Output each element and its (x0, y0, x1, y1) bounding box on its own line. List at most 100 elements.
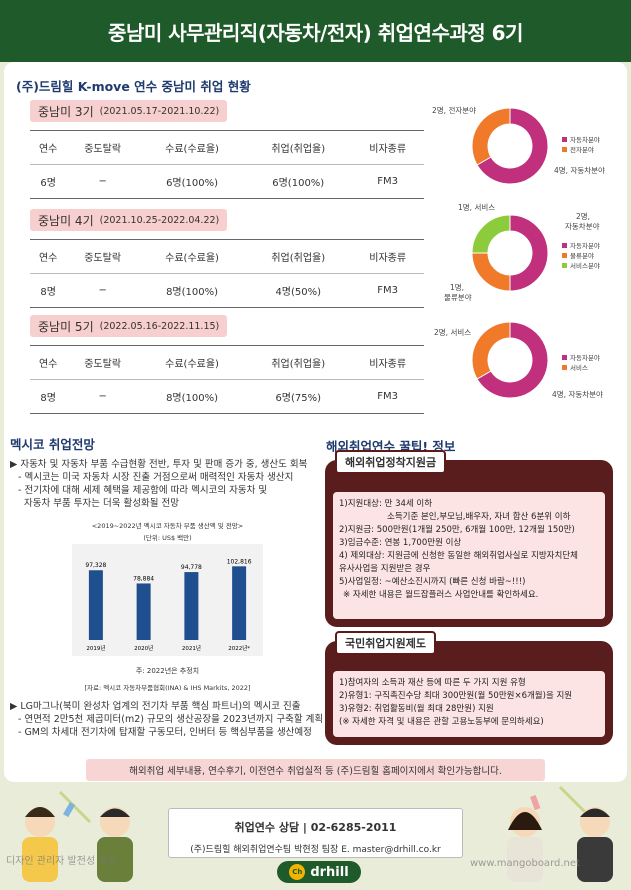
table-cell: 6명(100%) (138, 164, 246, 199)
table-cell: − (66, 164, 139, 199)
bullet-sub: - 멕시코는 미국 자동차 시장 진출 거점으로써 매력적인 자동차 생산지 (18, 472, 294, 483)
donut-label: 2명, 서비스 (434, 328, 472, 337)
tip-body: 1)지원대상: 만 34세 이하 소득기준 본인,부모님,배우자, 자녀 합산 … (333, 492, 605, 619)
table-cell: FM3 (351, 273, 424, 308)
table-cell: 8명(100%) (138, 273, 246, 308)
table-header: 연수 (30, 130, 67, 165)
legend-item: 전자분야 (562, 144, 600, 154)
bar-chart: 97,328 2019년 78,884 2020년 94,778 2021년 102,816… (72, 544, 263, 656)
legend-item: 자동차분야 (562, 352, 600, 362)
chart-bar (136, 583, 151, 640)
generation-range: (2022.05.16-2022.11.15) (99, 320, 220, 332)
legend-item: 서비스 (562, 362, 600, 372)
table-header-row: 연수 중도탈락 수료(수료율) 취업(취업율) 비자종류 (30, 239, 424, 274)
table-header: 연수 (30, 345, 67, 380)
donut-slice (471, 252, 511, 292)
bullet-sub: - 연면적 2만5천 제곱미터(m2) 규모의 생산공장을 2023년까지 구축… (18, 714, 324, 725)
table-cell: − (66, 273, 139, 308)
table-row: 8명 −8명(100%) 6명(75%) FM3 (30, 379, 424, 414)
donut-label: 2명, 전자분야 (432, 106, 477, 115)
table-cell: 6명 (30, 164, 67, 199)
donut-label: 자동차분야 (565, 222, 600, 231)
tip-box-settlement: 해외취업정착지원금 1)지원대상: 만 34세 이하 소득기준 본인,부모님,배… (325, 450, 613, 627)
table-header: 연수 (30, 239, 67, 274)
mexico-bullets-1: ▶ 자동차 및 자동차 부품 수급현황 전반, 투자 및 판매 증가 중, 생산… (10, 458, 330, 510)
chart-bar (232, 566, 247, 640)
table-header: 취업(취업율) (245, 239, 352, 274)
status-title: (주)드림힐 K-move 연수 중남미 취업 현황 (16, 79, 251, 94)
generation-table: 연수 중도탈락 수료(수료율) 취업(취업율) 비자종류 8명 −8명(100%) 4명(50… (30, 239, 424, 308)
brand-name: drhill (310, 864, 349, 880)
donut-slice (471, 321, 511, 380)
table-header: 비자종류 (351, 239, 424, 274)
chart-bar (88, 570, 103, 640)
table-row: 8명 −8명(100%) 4명(50%) FM3 (30, 273, 424, 308)
tip-tab: 국민취업지원제도 (335, 631, 436, 655)
generation-range: (2021.05.17-2021.10.22) (99, 105, 220, 117)
table-cell: FM3 (351, 379, 424, 414)
chart-value-label: 102,816 (227, 558, 252, 565)
donut-slice (476, 321, 549, 399)
watermark: www.mangoboard.net (470, 858, 580, 869)
generation-table: 연수 중도탈락 수료(수료율) 취업(취업율) 비자종류 6명 −6명(100%) 6명(10… (30, 130, 424, 199)
table-header: 비자종류 (351, 130, 424, 165)
table-header: 중도탈락 (66, 239, 139, 274)
donut-label: 물류분야 (444, 293, 472, 302)
table-header-row: 연수 중도탈락 수료(수료율) 취업(취업율) 비자종류 (30, 345, 424, 380)
mexico-title: 멕시코 취업전망 (10, 437, 95, 452)
contact-box: 취업연수 상담 | 02-6285-2011 (주)드림힐 해외취업연수팀 박현… (168, 808, 463, 858)
table-cell: 6명(100%) (245, 164, 352, 199)
chart-category-label: 2022년* (228, 644, 250, 652)
legend-item: 서비스분야 (562, 260, 600, 270)
table-cell: 8명(100%) (138, 379, 246, 414)
legend-item: 자동차분야 (562, 134, 600, 144)
generation-name: 중남미 3기 (38, 104, 94, 119)
generation-label: 중남미 4기 (2021.10.25-2022.04.22) (30, 209, 228, 231)
contact-person: (주)드림힐 해외취업연수팀 박현정 팀장 E. master@drhill.c… (190, 845, 441, 855)
donut-chart-gen5 (471, 321, 549, 399)
donut-slice (471, 107, 511, 166)
bullet: ▶ LG마그나(북미 완성차 업계의 전기차 부품 핵심 파트너)의 멕시코 진… (10, 701, 301, 712)
table-cell: − (66, 379, 139, 414)
generation-range: (2021.10.25-2022.04.22) (99, 214, 220, 226)
chart-subtitle: (단위: US$ 백만) (143, 534, 192, 542)
legend: 자동차분야 전자분야 (562, 134, 600, 154)
chart-value-label: 97,328 (85, 562, 106, 569)
chart-bar (184, 572, 199, 640)
donut-label: 1명, 서비스 (458, 203, 496, 212)
legend-item: 자동차분야 (562, 240, 600, 250)
donut-label: 4명, 자동차분야 (552, 390, 603, 399)
watermark: 디자인 관리자 발전성 코드 (6, 856, 117, 867)
legend-item: 물류분야 (562, 250, 600, 260)
table-header: 수료(수료율) (138, 345, 246, 380)
generation-name: 중남미 5기 (38, 319, 94, 334)
footnote: 해외취업 세부내용, 연수후기, 이전연수 취업실적 등 (주)드림힐 홈페이지… (86, 759, 545, 781)
bullet-sub: - 전기차에 대해 세제 혜택을 제공함에 따라 멕시코의 자동차 및 (18, 485, 268, 496)
table-cell: 6명(75%) (245, 379, 352, 414)
table-header: 취업(취업율) (245, 345, 352, 380)
tip-box-employment: 국민취업지원제도 1)참여자의 소득과 재산 등에 따른 두 가지 지원 유형 … (325, 631, 613, 745)
donut-label: 1명, (450, 283, 465, 292)
bullet-sub: 자동차 부품 투자는 더욱 활성화될 전망 (24, 498, 179, 509)
donut-label: 4명, 자동차분야 (554, 166, 605, 175)
chart-note: 주: 2022년은 추정치 (135, 667, 200, 675)
chart-source: [자료: 멕시코 자동차부품협회(INA) & IHS Markits, 202… (84, 684, 251, 692)
generation-label: 중남미 3기 (2021.05.17-2021.10.22) (30, 100, 228, 122)
page-header: 중남미 사무관리직(자동차/전자) 취업연수과정 6기 (0, 0, 631, 62)
chart-value-label: 78,884 (133, 575, 154, 582)
generation-name: 중남미 4기 (38, 213, 94, 228)
brand-logo[interactable]: Ch drhill (277, 861, 361, 883)
donut-chart-gen3 (471, 107, 549, 185)
contact-phone: 취업연수 상담 | 02-6285-2011 (234, 821, 397, 834)
donut-chart-gen4 (471, 214, 549, 292)
tip-body: 1)참여자의 소득과 재산 등에 따른 두 가지 지원 유형 2)유형1: 구직… (333, 671, 605, 737)
chart-category-label: 2019년 (86, 644, 105, 652)
donut-slice (476, 107, 549, 185)
donut-slice (471, 214, 511, 254)
table-cell: 4명(50%) (245, 273, 352, 308)
bullet: ▶ 자동차 및 자동차 부품 수급현황 전반, 투자 및 판매 증가 중, 생산… (10, 459, 308, 470)
mexico-bullets-2: ▶ LG마그나(북미 완성차 업계의 전기차 부품 핵심 파트너)의 멕시코 진… (10, 700, 330, 739)
chart-category-label: 2021년 (182, 644, 201, 652)
page-title: 중남미 사무관리직(자동차/전자) 취업연수과정 6기 (108, 20, 523, 45)
table-header-row: 연수 중도탈락 수료(수료율) 취업(취업율) 비자종류 (30, 130, 424, 165)
